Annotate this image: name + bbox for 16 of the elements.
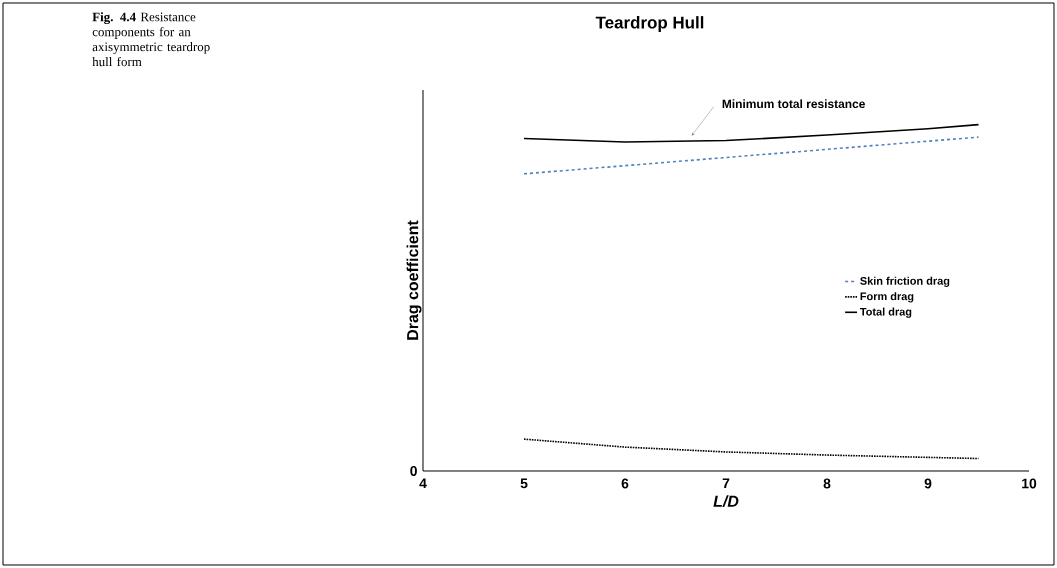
x-tick-label: 7 [722,478,730,489]
chart-title: Teardrop Hull [595,16,704,32]
x-axis-title: L/D [713,495,739,508]
text: 0 [410,466,417,476]
y-axis-title: Drag coefficient [406,220,422,340]
x-tick-label: 8 [823,478,831,489]
x-tick-label: 6 [621,478,629,489]
x-tick-label: 5 [520,478,528,489]
legend-label: Skin friction drag [860,276,950,288]
legend-label: Form drag [860,292,914,303]
annotation: Minimum total resistance [722,99,865,109]
x-tick-label: 10 [1022,478,1037,489]
legend-label: Total drag [859,307,912,318]
x-tick-label: 9 [924,478,932,489]
x-tick-label: 4 [419,478,427,489]
text: Fig. 4.4 Resistance components for an axisymmetric teardrop hull form [92,12,210,67]
